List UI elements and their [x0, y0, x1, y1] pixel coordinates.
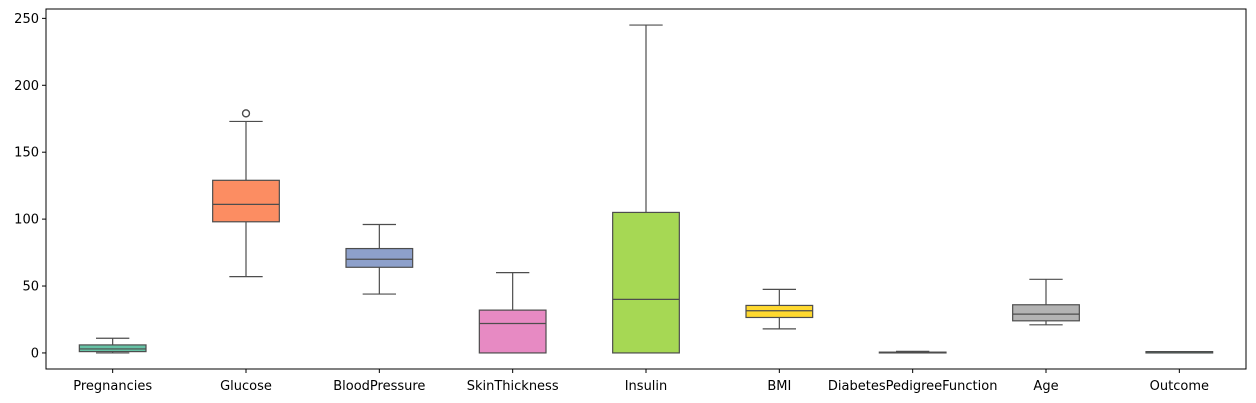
- y-tick-label: 150: [14, 146, 39, 161]
- box-bmi: [745, 288, 814, 330]
- box-body: [612, 211, 680, 354]
- box-body: [345, 247, 414, 268]
- x-tick-label-diabetespedigreefunction: DiabetesPedigreeFunction: [828, 379, 998, 394]
- x-axis: Pregnancies Glucose BloodPressure SkinThick…: [73, 369, 1209, 394]
- box-age: [1012, 278, 1080, 326]
- box-glucose: [212, 109, 280, 278]
- x-tick-label-age: Age: [1033, 379, 1058, 394]
- x-tick-label-bloodpressure: BloodPressure: [333, 379, 425, 394]
- box-body: [745, 304, 814, 319]
- y-axis: 0 50 100 150 200 250: [14, 12, 46, 361]
- box-body: [478, 309, 547, 354]
- x-tick-label-pregnancies: Pregnancies: [73, 379, 152, 394]
- box-skinthickness: [478, 272, 547, 354]
- box-body: [212, 179, 280, 223]
- x-tick-label-skinthickness: SkinThickness: [467, 379, 559, 394]
- plot-marks: [78, 24, 1214, 354]
- box-pregnancies: [78, 337, 147, 354]
- x-tick-label-glucose: Glucose: [220, 379, 272, 394]
- x-tick-label-insulin: Insulin: [625, 379, 668, 394]
- x-tick-label-outcome: Outcome: [1150, 379, 1209, 394]
- y-tick-label: 200: [14, 79, 39, 94]
- box-outcome: [1145, 351, 1214, 354]
- box-body: [1012, 304, 1080, 322]
- y-tick-label: 0: [31, 346, 39, 361]
- outlier-point: [241, 109, 251, 118]
- box-insulin: [612, 24, 680, 354]
- box-diabetespedigreefunction: [878, 350, 947, 354]
- box-body: [78, 344, 147, 353]
- box-bloodpressure: [345, 223, 414, 295]
- y-tick-label: 250: [14, 12, 39, 27]
- y-tick-label: 50: [22, 280, 39, 295]
- x-tick-label-bmi: BMI: [767, 379, 791, 394]
- y-tick-label: 100: [14, 213, 39, 228]
